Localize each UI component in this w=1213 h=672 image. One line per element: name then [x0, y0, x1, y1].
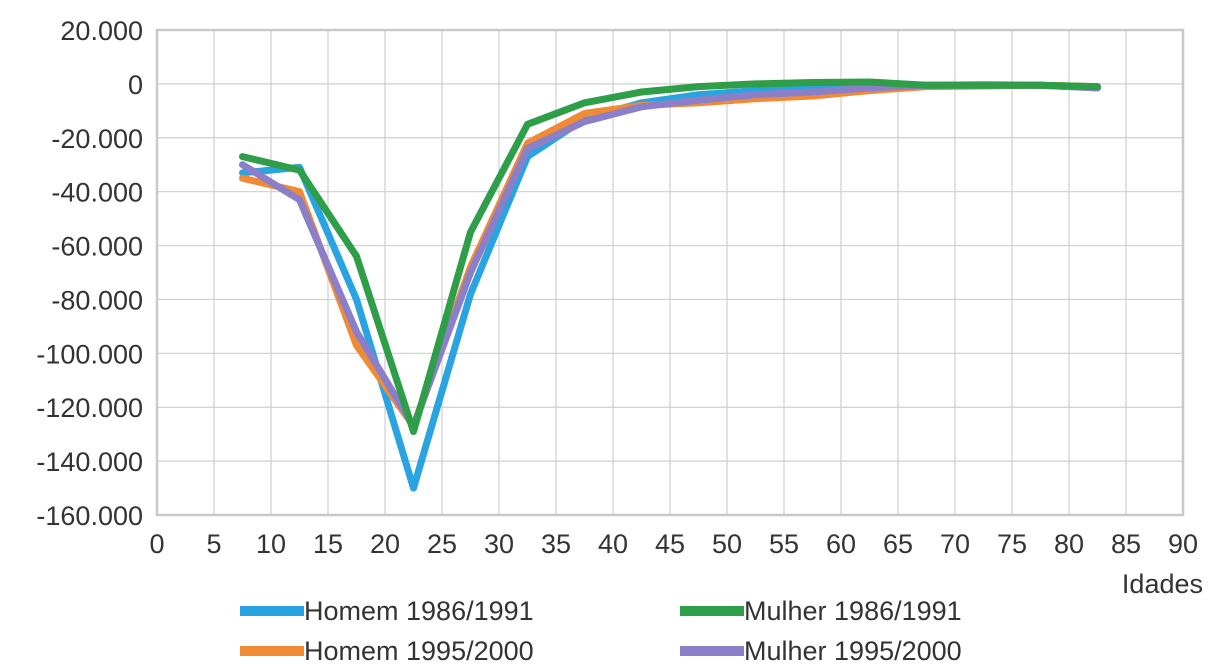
legend-swatch — [240, 606, 304, 616]
x-tick-label: 10 — [256, 529, 286, 559]
legend-label: Homem 1986/1991 — [304, 596, 534, 626]
y-tick-label: -100.000 — [36, 339, 143, 369]
y-tick-label: -140.000 — [36, 447, 143, 477]
legend-item: Homem 1995/2000 — [240, 636, 534, 666]
y-tick-label: 0 — [128, 70, 143, 100]
x-tick-label: 85 — [1111, 529, 1141, 559]
x-tick-label: 90 — [1168, 529, 1198, 559]
y-tick-label: -60.000 — [51, 232, 143, 262]
x-tick-label: 15 — [313, 529, 343, 559]
legend: Homem 1986/1991 Mulher 1986/1991 Homem 199… — [240, 596, 962, 666]
x-tick-label: 70 — [940, 529, 970, 559]
legend-label: Homem 1995/2000 — [304, 636, 534, 666]
x-tick-label: 35 — [541, 529, 571, 559]
legend-swatch — [680, 646, 744, 656]
series-line-mulher-1986-1991 — [239, 78, 1101, 435]
x-axis-title: Idades — [1122, 569, 1203, 599]
legend-label: Mulher 1986/1991 — [744, 596, 962, 626]
plot-area-frame — [155, 28, 1185, 517]
y-tick-label: -80.000 — [51, 285, 143, 315]
x-tick-label: 65 — [883, 529, 913, 559]
y-tick-label: -40.000 — [51, 178, 143, 208]
x-tick-label: 50 — [712, 529, 742, 559]
x-tick-label: 75 — [997, 529, 1027, 559]
legend-swatch — [680, 606, 744, 616]
legend-swatch — [240, 646, 304, 656]
y-tick-label: 20.000 — [60, 16, 143, 46]
x-tick-label: 0 — [149, 529, 164, 559]
x-tick-label: 20 — [370, 529, 400, 559]
legend-label: Mulher 1995/2000 — [744, 636, 962, 666]
y-axis-ticks: 20.000 0 -20.000 -40.000 -60.000 -80.000 -100.… — [36, 16, 143, 531]
y-tick-label: -20.000 — [51, 124, 143, 154]
x-tick-label: 30 — [484, 529, 514, 559]
x-tick-label: 60 — [826, 529, 856, 559]
x-tick-label: 5 — [206, 529, 221, 559]
x-tick-label: 40 — [598, 529, 628, 559]
x-tick-label: 80 — [1054, 529, 1084, 559]
legend-item: Mulher 1986/1991 — [680, 596, 962, 626]
y-tick-label: -160.000 — [36, 501, 143, 531]
legend-item: Homem 1986/1991 — [240, 596, 534, 626]
y-tick-label: -120.000 — [36, 393, 143, 423]
x-tick-label: 45 — [655, 529, 685, 559]
legend-item: Mulher 1995/2000 — [680, 636, 962, 666]
series-layer — [239, 78, 1101, 492]
x-tick-label: 55 — [769, 529, 799, 559]
x-tick-label: 25 — [427, 529, 457, 559]
x-axis-ticks: 0 5 10 15 20 25 30 35 40 45 50 55 60 65 70 75 80 85 90 — [149, 529, 1198, 559]
